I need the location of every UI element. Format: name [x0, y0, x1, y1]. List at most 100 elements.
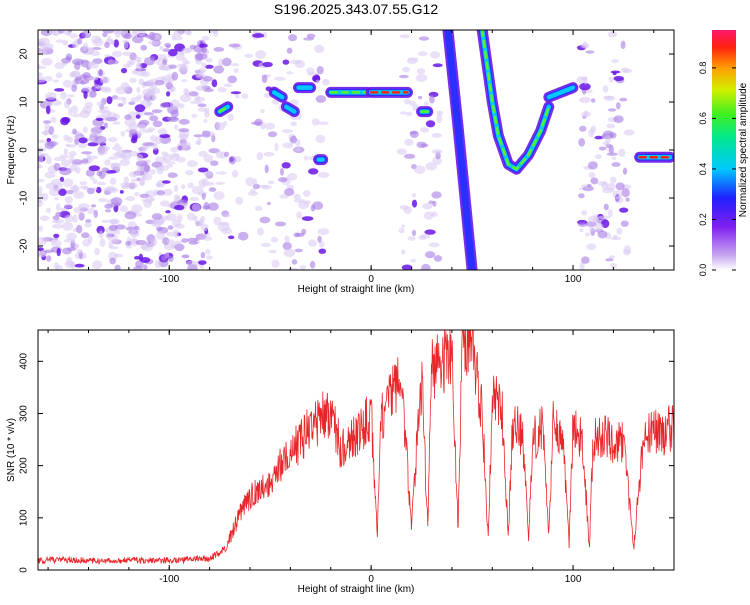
- noise-blob: [66, 190, 74, 194]
- noise-blob: [99, 230, 104, 238]
- colorbar-tick-label: 0.6: [698, 112, 708, 125]
- noise-blob: [104, 204, 113, 209]
- noise-blob: [99, 106, 109, 109]
- noise-blob: [274, 77, 286, 81]
- noise-blob: [165, 210, 171, 213]
- noise-blob: [234, 68, 239, 73]
- noise-blob: [287, 48, 293, 54]
- noise-blob: [74, 264, 84, 268]
- noise-blob: [87, 188, 95, 195]
- noise-blob: [257, 152, 264, 160]
- noise-blob: [168, 225, 174, 230]
- noise-blob: [171, 86, 176, 92]
- noise-blob: [255, 206, 263, 211]
- noise-blob: [581, 210, 587, 215]
- noise-blob: [228, 114, 234, 121]
- noise-blob: [65, 196, 73, 203]
- noise-blob: [295, 148, 302, 152]
- noise-blob: [136, 87, 140, 93]
- colorbar-gradient: [712, 30, 736, 270]
- noise-blob: [101, 88, 111, 93]
- noise-blob: [92, 260, 102, 269]
- noise-blob: [232, 170, 238, 178]
- noise-blob: [139, 123, 146, 130]
- noise-blob: [82, 106, 92, 115]
- noise-blob: [204, 171, 213, 177]
- noise-blob: [304, 200, 310, 204]
- noise-blob: [280, 168, 284, 176]
- noise-blob: [260, 109, 265, 113]
- noise-blob: [47, 141, 57, 147]
- noise-blob: [203, 76, 213, 82]
- noise-blob: [35, 66, 46, 69]
- noise-blob: [80, 186, 88, 190]
- noise-blob: [60, 92, 67, 100]
- noise-blob: [83, 91, 87, 99]
- noise-blob: [38, 186, 43, 194]
- noise-blob: [408, 236, 416, 241]
- snr-plot-area: [38, 330, 674, 564]
- noise-blob: [222, 214, 230, 218]
- noise-blob: [148, 40, 159, 44]
- noise-blob: [284, 249, 295, 258]
- noise-blob: [91, 204, 96, 207]
- noise-blob: [181, 184, 186, 189]
- noise-blob: [419, 36, 429, 40]
- noise-blob: [149, 115, 158, 121]
- noise-blob: [36, 179, 45, 183]
- noise-blob: [417, 142, 427, 148]
- noise-blob: [612, 190, 622, 199]
- noise-blob: [151, 219, 162, 227]
- noise-blob: [149, 32, 156, 40]
- noise-blob: [399, 75, 409, 78]
- noise-blob: [288, 34, 297, 41]
- noise-blob: [72, 41, 77, 48]
- noise-blob: [111, 163, 121, 169]
- figure-title: S196.2025.343.07.55.G12: [274, 1, 438, 17]
- noise-blob: [178, 128, 189, 132]
- noise-blob: [404, 154, 415, 159]
- noise-blob: [124, 114, 131, 120]
- noise-blob: [168, 172, 178, 178]
- noise-blob: [608, 31, 617, 37]
- noise-blob: [179, 119, 190, 125]
- noise-blob: [238, 232, 249, 241]
- noise-blob: [579, 228, 583, 232]
- noise-blob: [312, 118, 320, 125]
- noise-blob: [588, 216, 599, 223]
- noise-blob: [322, 79, 330, 86]
- noise-blob: [411, 259, 417, 263]
- noise-blob: [206, 182, 214, 186]
- noise-blob: [114, 254, 123, 258]
- noise-blob: [621, 221, 629, 227]
- spectrogram-ytick-label: 0: [19, 147, 30, 153]
- noise-blob: [303, 37, 314, 40]
- noise-blob: [54, 187, 61, 192]
- ridge-tone-after-arc: [549, 88, 573, 98]
- noise-blob: [142, 145, 147, 153]
- noise-blob: [187, 160, 198, 167]
- noise-blob: [102, 32, 107, 37]
- noise-blob: [135, 104, 146, 112]
- snr-ytick-label: 200: [19, 457, 30, 474]
- spectrogram-xlabel: Height of straight line (km): [298, 284, 415, 295]
- noise-blob: [613, 115, 623, 123]
- noise-blob: [52, 134, 59, 138]
- noise-blob: [72, 184, 78, 192]
- noise-blob: [122, 51, 132, 56]
- ridge-body: [448, 30, 472, 270]
- noise-blob: [161, 255, 167, 261]
- noise-blob: [604, 204, 609, 211]
- noise-blob: [67, 247, 76, 251]
- noise-blob: [198, 103, 207, 107]
- snr-ytick-label: 400: [19, 353, 30, 370]
- noise-blob: [108, 137, 118, 142]
- noise-blob: [94, 248, 100, 256]
- noise-blob: [57, 248, 61, 256]
- noise-blob: [198, 260, 207, 265]
- noise-blob: [36, 72, 43, 76]
- noise-blob: [228, 236, 234, 240]
- noise-band: [414, 36, 443, 272]
- noise-blob: [163, 48, 171, 52]
- noise-blob: [159, 46, 163, 50]
